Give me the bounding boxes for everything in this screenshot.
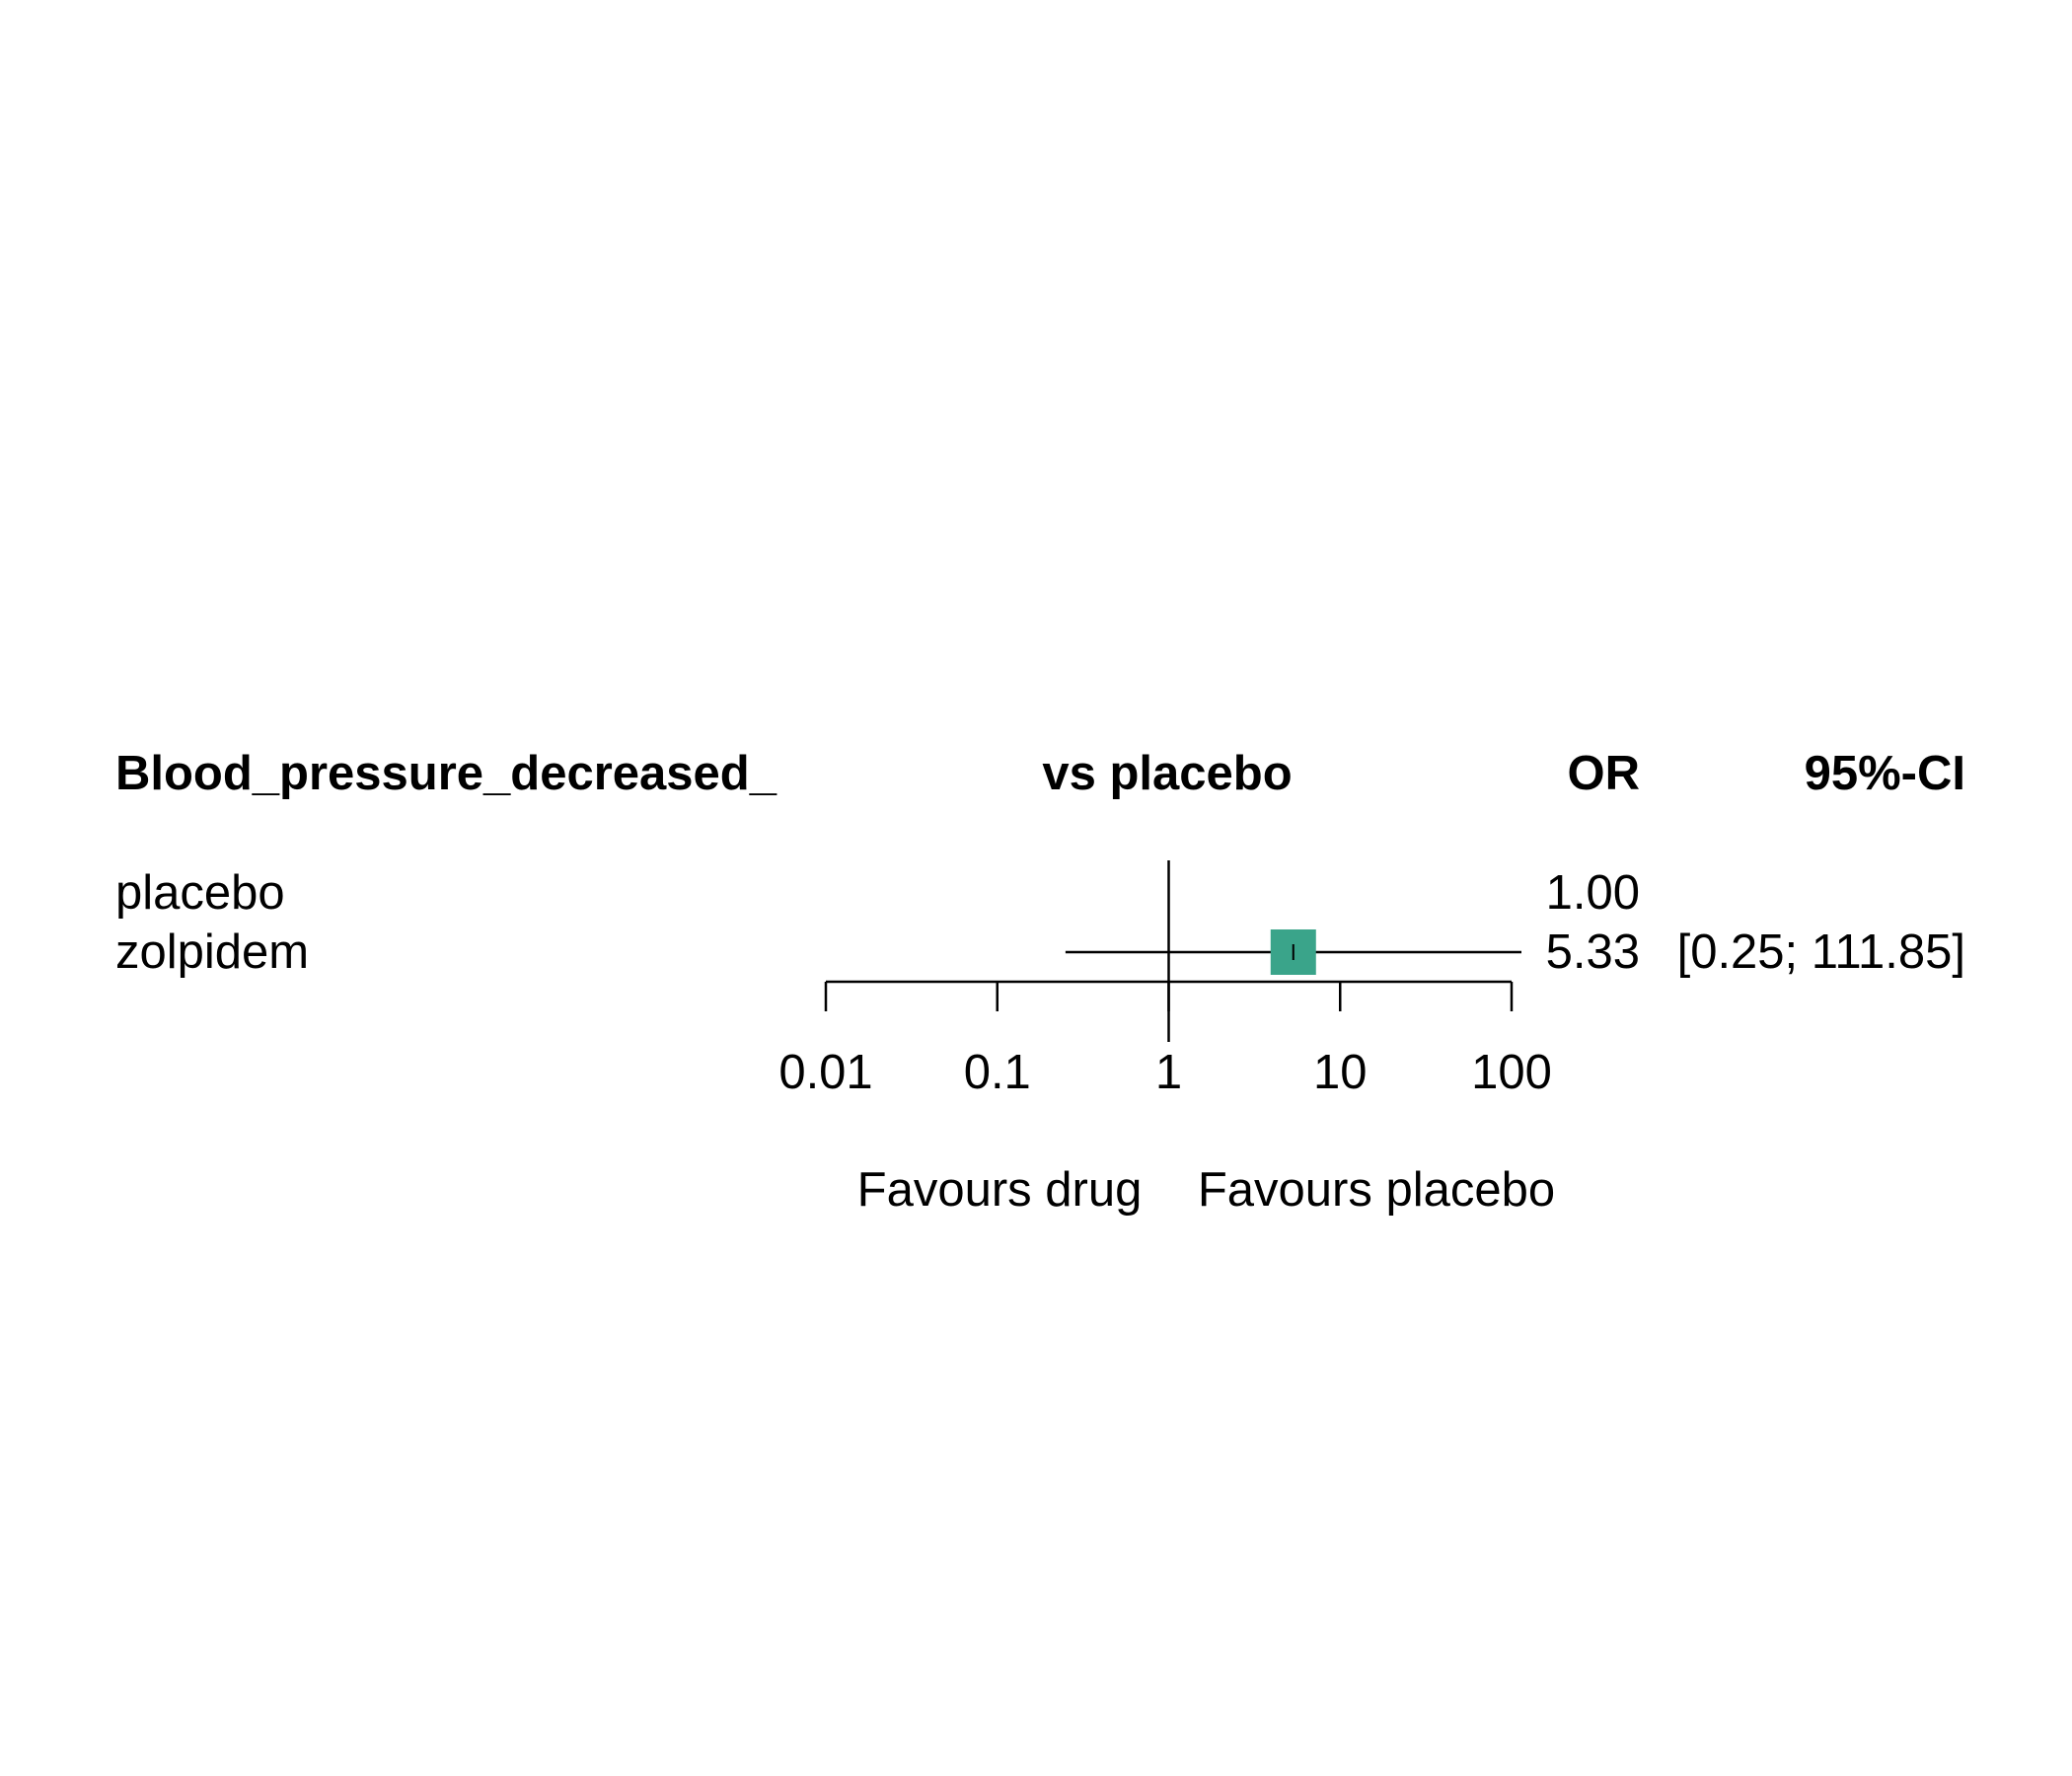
header-comparison: vs placebo: [1042, 747, 1292, 800]
x-axis-tick-label: 10: [1313, 1046, 1368, 1099]
favours-right-label: Favours placebo: [1198, 1163, 1555, 1217]
header-outcome: Blood_pressure_decreased_: [115, 747, 777, 800]
row-label-zolpidem: zolpidem: [115, 925, 309, 979]
row-ci-zolpidem: [0.25; 111.85]: [1677, 925, 1965, 979]
x-axis-tick-label: 100: [1471, 1046, 1552, 1099]
x-axis-tick-label: 1: [1155, 1046, 1182, 1099]
header-effect: OR: [1568, 747, 1641, 800]
plot-marks: 0.01 0.1 1 10 100: [778, 860, 1552, 1099]
x-axis-tick-label: 0.01: [778, 1046, 872, 1099]
row-label-placebo: placebo: [115, 866, 285, 920]
row-or-placebo: 1.00: [1546, 866, 1640, 920]
header-ci: 95%-CI: [1805, 747, 1965, 800]
x-axis-tick-label: 0.1: [964, 1046, 1031, 1099]
row-or-zolpidem: 5.33: [1546, 925, 1640, 979]
favours-left-label: Favours drug: [857, 1163, 1143, 1217]
